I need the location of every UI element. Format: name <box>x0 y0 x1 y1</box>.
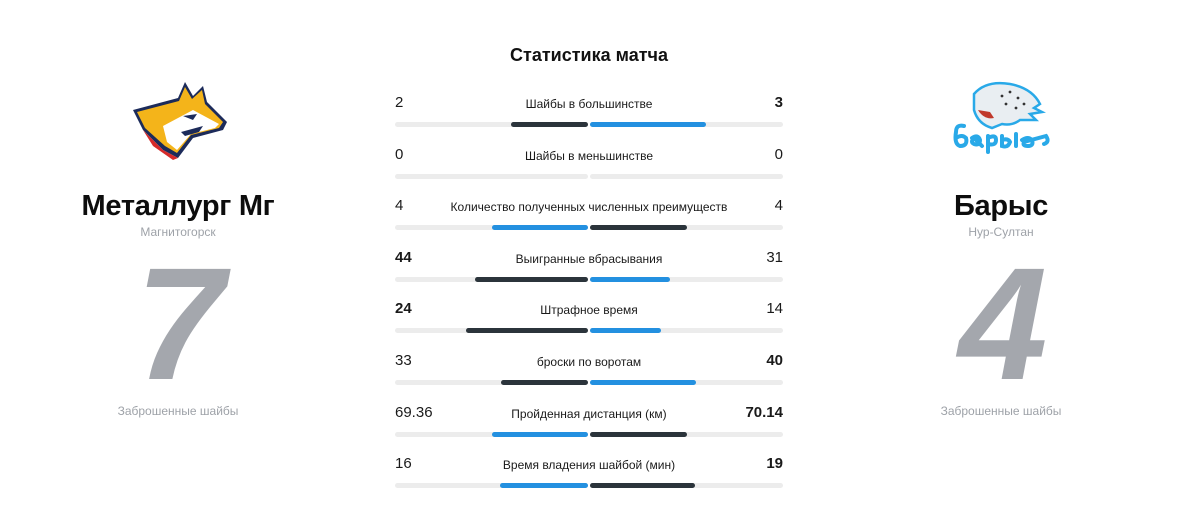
away-bar-fill <box>590 431 688 437</box>
away-team-panel: Барыс Нур-Султан 4 Заброшенные шайбы <box>871 80 1131 418</box>
home-stat-value: 44 <box>395 248 412 266</box>
home-bar-track <box>395 173 588 179</box>
stat-label: Количество полученных численных преимуще… <box>450 200 728 215</box>
stat-row: 69.36 Пройденная дистанция (км) 70.14 <box>395 403 783 455</box>
stat-label: Выигранные вбрасывания <box>515 251 663 266</box>
away-stat-value: 0 <box>774 145 783 163</box>
home-bar-track <box>395 225 588 231</box>
home-stat-value: 4 <box>395 197 404 215</box>
away-bar-track <box>590 276 783 282</box>
away-bar-track <box>590 431 783 437</box>
away-stat-value: 19 <box>766 455 783 473</box>
stat-bar <box>395 276 783 282</box>
away-bar-fill <box>590 328 662 334</box>
home-bar-fill <box>491 225 588 231</box>
home-bar-track <box>395 379 588 385</box>
stat-bar <box>395 431 783 437</box>
away-bar-track <box>590 225 783 231</box>
away-score-label: Заброшенные шайбы <box>940 404 1062 418</box>
stat-row: 4 Количество полученных численных преиму… <box>395 196 783 248</box>
home-bar-track <box>395 122 588 127</box>
away-stat-value: 70.14 <box>745 403 783 421</box>
metallurg-fox-logo-icon[interactable] <box>123 80 233 160</box>
stat-bar <box>395 328 783 334</box>
stat-row: 2 Шайбы в большинстве 3 <box>395 93 783 145</box>
home-team-city: Магнитогорск <box>140 225 216 239</box>
stat-row: 16 Время владения шайбой (мин) 19 <box>395 454 783 506</box>
home-bar-track <box>395 276 588 282</box>
stat-label: Шайбы в большинстве <box>525 97 653 111</box>
away-team-name[interactable]: Барыс <box>953 190 1049 222</box>
barys-snow-leopard-logo-icon[interactable] <box>946 80 1056 160</box>
away-stat-value: 40 <box>766 351 783 369</box>
home-bar-track <box>395 483 588 489</box>
home-team-name[interactable]: Металлург Мг <box>81 190 275 222</box>
home-bar-track <box>395 328 588 334</box>
away-bar-track <box>590 483 783 489</box>
away-stat-value: 4 <box>774 197 783 215</box>
away-bar-fill <box>590 276 670 282</box>
away-stat-value: 14 <box>766 300 783 318</box>
away-bar-track <box>590 122 783 127</box>
home-bar-track <box>395 431 588 437</box>
stat-bar <box>395 379 783 385</box>
away-bar-fill <box>590 225 687 231</box>
away-bar-track <box>590 379 783 385</box>
home-stat-value: 24 <box>395 300 412 318</box>
stat-row: 44 Выигранные вбрасывания 31 <box>395 248 783 300</box>
away-stat-value: 31 <box>766 248 783 266</box>
match-stats-title: Статистика матча <box>510 45 668 65</box>
home-bar-fill <box>500 379 588 385</box>
stat-bar <box>395 173 783 179</box>
home-bar-fill <box>492 431 588 437</box>
home-stat-value: 69.36 <box>395 403 433 421</box>
home-bar-fill <box>466 328 588 334</box>
stats-list: 2 Шайбы в большинстве 3 0 Шайбы в меньши… <box>395 93 783 506</box>
home-stat-value: 16 <box>395 455 412 473</box>
home-bar-fill <box>474 276 588 282</box>
stat-bar <box>395 225 783 231</box>
away-stat-value: 3 <box>774 94 783 111</box>
home-stat-value: 0 <box>395 145 404 163</box>
stat-label: броски по воротам <box>536 354 642 369</box>
away-bar-track <box>590 328 783 334</box>
home-bar-fill <box>499 483 588 489</box>
stat-label: Шайбы в меньшинстве <box>524 148 654 163</box>
stat-bar <box>395 483 783 489</box>
away-team-score: 4 <box>958 234 1048 413</box>
home-score-label: Заброшенные шайбы <box>117 404 239 418</box>
stat-row: 0 Шайбы в меньшинстве 0 <box>395 145 783 197</box>
stat-label: Пройденная дистанция (км) <box>511 406 667 421</box>
away-bar-fill <box>590 379 696 385</box>
home-stat-value: 2 <box>395 94 404 111</box>
home-team-panel: Металлург Мг Магнитогорск 7 Заброшенные … <box>48 80 308 418</box>
home-bar-fill <box>510 122 588 127</box>
home-stat-value: 33 <box>395 351 412 369</box>
away-bar-fill <box>590 122 706 127</box>
stat-row: 33 броски по воротам 40 <box>395 351 783 403</box>
stat-label: Время владения шайбой (мин) <box>502 458 676 473</box>
home-team-score: 7 <box>135 234 225 413</box>
stat-label: Штрафное время <box>540 303 638 318</box>
away-bar-track <box>590 173 783 179</box>
stat-row: 24 Штрафное время 14 <box>395 299 783 351</box>
away-team-city: Нур-Султан <box>968 225 1034 239</box>
away-bar-fill <box>590 483 695 489</box>
stat-bar <box>395 122 783 127</box>
